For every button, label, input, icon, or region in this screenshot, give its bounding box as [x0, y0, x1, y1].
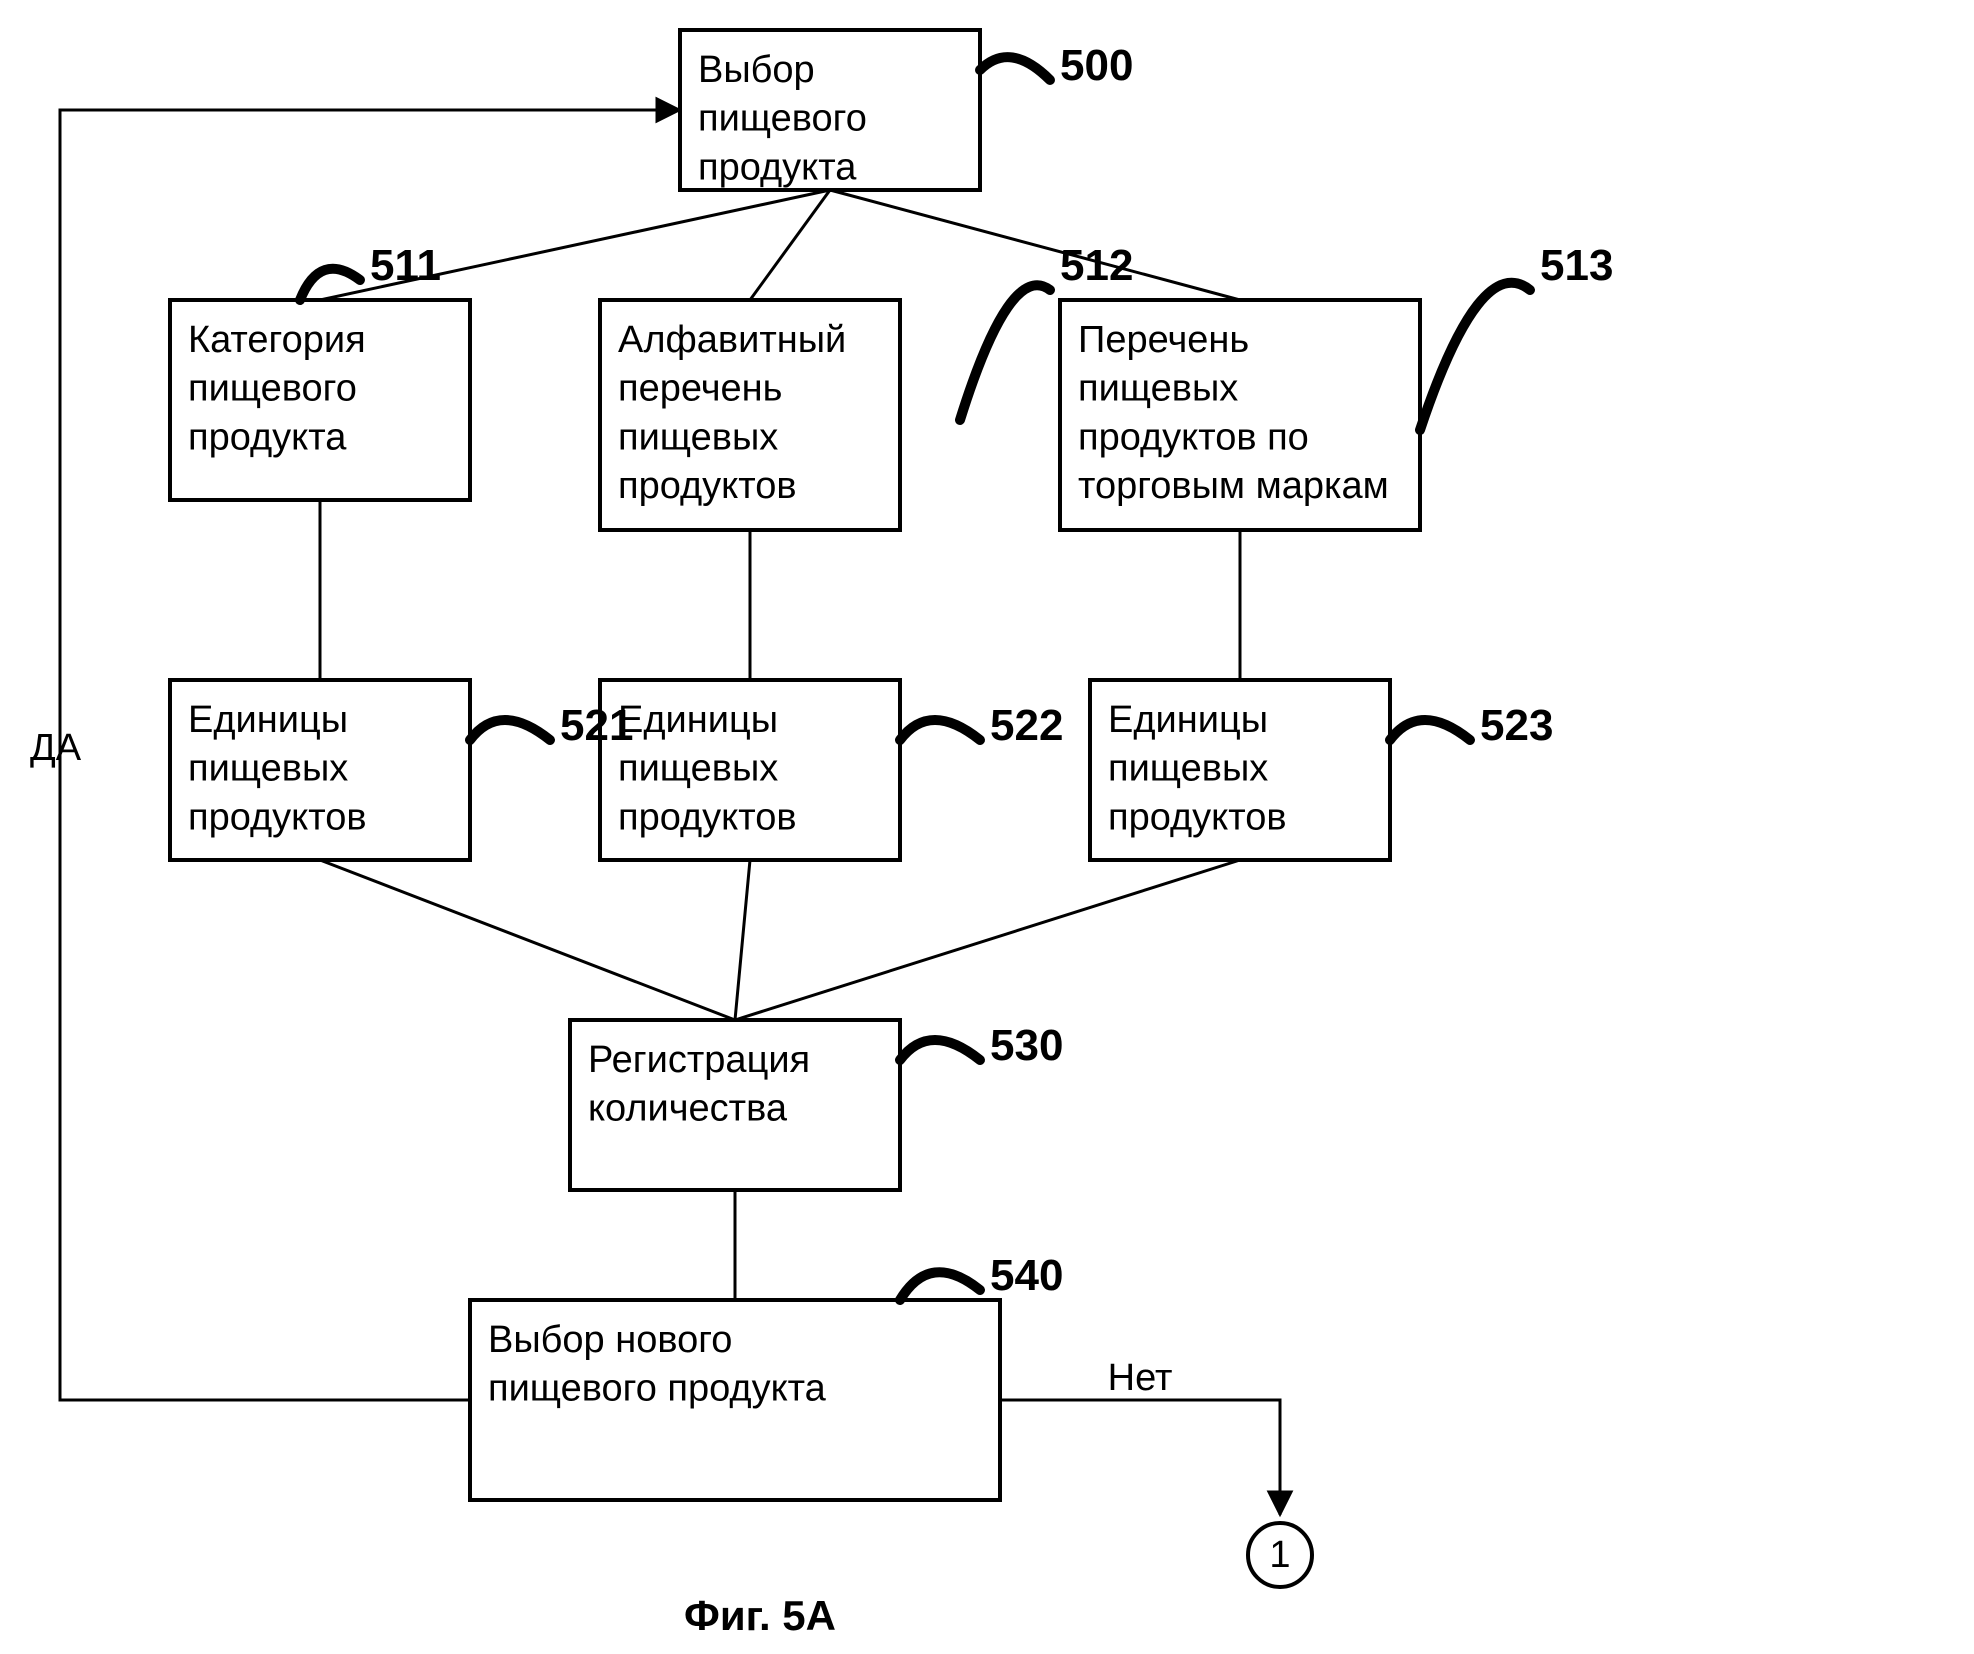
flow-node-text: пищевых: [1078, 368, 1238, 410]
ref-label: 523: [1480, 701, 1553, 750]
flow-node-text: пищевого: [698, 98, 867, 140]
flow-edge: [320, 860, 735, 1020]
ref-leader: [1420, 283, 1530, 430]
ref-leader: [470, 720, 550, 740]
ref-label: 511: [370, 241, 441, 290]
flow-node-text: пищевого: [188, 368, 357, 410]
flow-edge: [735, 860, 1240, 1020]
yes-label: ДА: [30, 727, 82, 769]
figure-caption: Фиг. 5А: [684, 1592, 836, 1639]
flow-node-text: пищевых: [618, 416, 778, 458]
flow-node-text: пищевого продукта: [488, 1368, 827, 1410]
ref-label: 513: [1540, 241, 1613, 290]
ref-label: 530: [990, 1021, 1063, 1070]
flow-node-text: Единицы: [188, 699, 348, 741]
flow-node-text: количества: [588, 1088, 788, 1130]
flow-node-text: Регистрация: [588, 1039, 810, 1081]
flow-node-text: продукта: [188, 416, 347, 458]
ref-leader: [300, 269, 360, 300]
ref-label: 540: [990, 1251, 1063, 1300]
ref-label: 500: [1060, 41, 1133, 90]
flow-node-text: Единицы: [1108, 699, 1268, 741]
flow-edge: [735, 860, 750, 1020]
flow-node-text: торговым маркам: [1078, 465, 1389, 507]
ref-label: 521: [560, 701, 633, 750]
flow-node-text: продуктов: [618, 796, 797, 838]
ref-label: 512: [1060, 241, 1133, 290]
flow-node-text: продукта: [698, 146, 857, 188]
ref-leader: [960, 285, 1050, 420]
flow-node-text: Алфавитный: [618, 319, 846, 361]
flow-node-text: продуктов: [188, 796, 367, 838]
flow-node-text: Единицы: [618, 699, 778, 741]
ref-leader: [980, 57, 1050, 80]
flow-edge: [750, 190, 830, 300]
ref-leader: [1390, 720, 1470, 740]
flow-node-text: Перечень: [1078, 319, 1249, 361]
no-branch-edge: [1000, 1400, 1280, 1515]
flow-node-text: пищевых: [188, 748, 348, 790]
ref-leader: [900, 720, 980, 740]
offpage-connector-label: 1: [1269, 1534, 1290, 1576]
ref-leader: [900, 1040, 980, 1060]
flow-node-text: продуктов: [618, 465, 797, 507]
ref-leader: [900, 1272, 980, 1300]
flow-node-text: Выбор: [698, 49, 815, 91]
flow-node-text: перечень: [618, 368, 782, 410]
no-label: Нет: [1108, 1357, 1173, 1399]
ref-label: 522: [990, 701, 1063, 750]
flow-node-text: продуктов: [1108, 796, 1287, 838]
flow-node-text: продуктов по: [1078, 416, 1309, 458]
flow-node-text: Выбор нового: [488, 1319, 732, 1361]
flow-node-text: пищевых: [618, 748, 778, 790]
flow-node-text: пищевых: [1108, 748, 1268, 790]
flow-node-text: Категория: [188, 319, 366, 361]
